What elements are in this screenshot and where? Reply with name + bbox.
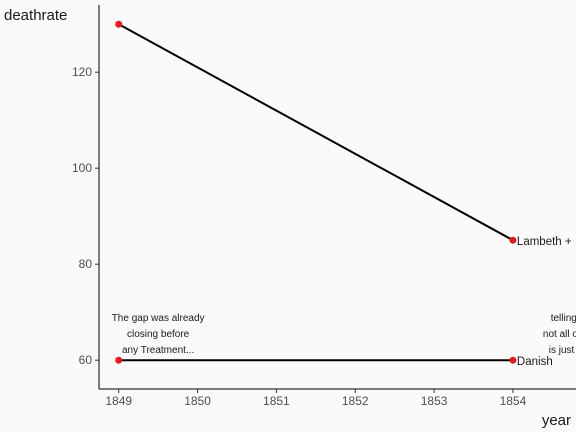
y-tick-label: 80 <box>79 257 93 271</box>
x-tick-label: 1853 <box>421 394 448 408</box>
annotation-line: telling us th <box>551 313 576 324</box>
y-tick-label: 120 <box>72 65 92 79</box>
data-point <box>509 356 517 364</box>
x-tick-label: 1849 <box>105 394 132 408</box>
annotation-line: closing before <box>127 329 190 340</box>
annotation-line: is just Treatr <box>549 345 576 356</box>
series-end-label: Lambeth + <box>517 236 572 248</box>
y-tick-label: 100 <box>72 161 92 175</box>
y-axis-title: deathrate <box>4 7 67 24</box>
series-line <box>118 23 514 242</box>
series-end-label: Danish <box>517 356 553 368</box>
data-point <box>115 20 123 28</box>
y-tick-label: 60 <box>79 353 93 367</box>
x-tick-label: 1852 <box>342 394 369 408</box>
x-tick-label: 1851 <box>263 394 290 408</box>
annotation-line: not all of this cl <box>543 329 576 340</box>
axes: 60 80 100 120 1849 1850 1851 1852 1853 1854 <box>72 5 576 408</box>
x-tick-label: 1850 <box>184 394 211 408</box>
x-tick-label: 1854 <box>500 394 527 408</box>
annotation-line: any Treatment... <box>122 345 194 356</box>
data-point <box>115 356 123 364</box>
x-axis-title: year <box>542 412 571 429</box>
data-point <box>509 236 517 244</box>
plot-area: Lambeth + Danish The gap was already closin… <box>112 20 576 368</box>
annotation-line: The gap was already <box>112 313 205 324</box>
